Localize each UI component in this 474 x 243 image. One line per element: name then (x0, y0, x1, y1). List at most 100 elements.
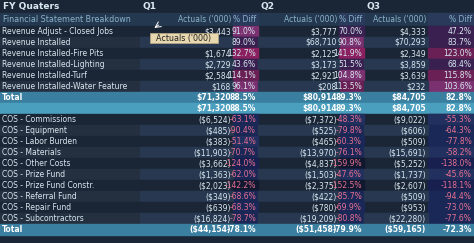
Text: 88.5%: 88.5% (229, 93, 256, 102)
Bar (258, 213, 339, 224)
Bar (428, 213, 474, 224)
Text: ($22,280): ($22,280) (389, 214, 426, 223)
Bar (140, 59, 233, 70)
Bar (258, 125, 339, 136)
Text: ($13,970): ($13,970) (300, 148, 337, 157)
Text: Q3: Q3 (367, 2, 381, 11)
Text: $2,125: $2,125 (310, 49, 337, 58)
Bar (233, 191, 258, 202)
Bar (339, 213, 364, 224)
Text: -60.3%: -60.3% (335, 137, 362, 146)
Text: 141.9%: 141.9% (333, 49, 362, 58)
Text: Revenue Installed-Lighting: Revenue Installed-Lighting (2, 60, 105, 69)
Text: COS - Other Costs: COS - Other Costs (2, 159, 71, 168)
Bar (0, 70, 474, 81)
Text: ($422): ($422) (312, 192, 337, 201)
Text: 83.7%: 83.7% (448, 38, 472, 47)
Text: COS - Subcontractors: COS - Subcontractors (2, 214, 84, 223)
Text: 47.2%: 47.2% (448, 27, 472, 36)
Bar (233, 213, 258, 224)
Text: $208: $208 (318, 82, 337, 91)
Text: -73.0%: -73.0% (445, 203, 472, 212)
Bar (258, 147, 339, 158)
Text: -78.1%: -78.1% (227, 225, 256, 234)
Bar (233, 136, 258, 147)
Text: ($59,165): ($59,165) (385, 225, 426, 234)
Bar (339, 147, 364, 158)
Bar (339, 169, 364, 180)
Text: 103.6%: 103.6% (443, 82, 472, 91)
Text: COS - Commissions: COS - Commissions (2, 115, 76, 124)
Bar (0, 13, 474, 26)
Text: Actuals ('000): Actuals ('000) (178, 15, 231, 24)
Text: -138.0%: -138.0% (440, 159, 472, 168)
Bar (0, 92, 474, 103)
Text: -72.3%: -72.3% (443, 225, 472, 234)
Text: Revenue Installed-Fire Pits: Revenue Installed-Fire Pits (2, 49, 103, 58)
Text: ($9,022): ($9,022) (393, 115, 426, 124)
Text: % Diff: % Diff (339, 15, 362, 24)
Text: Actuals ('000): Actuals ('000) (373, 15, 426, 24)
Bar (233, 48, 258, 59)
Bar (339, 180, 364, 191)
Text: -79.9%: -79.9% (332, 225, 362, 234)
Bar (233, 202, 258, 213)
Bar (233, 125, 258, 136)
Text: ($780): ($780) (311, 203, 337, 212)
Bar (428, 136, 474, 147)
Bar (428, 59, 474, 70)
Text: 90.8%: 90.8% (338, 38, 362, 47)
Text: $80,914: $80,914 (302, 93, 337, 102)
Text: $71,320: $71,320 (196, 104, 231, 113)
Text: ($485): ($485) (206, 126, 231, 135)
Bar (339, 158, 364, 169)
Text: ($5,252): ($5,252) (393, 159, 426, 168)
Bar (428, 180, 474, 191)
Text: $3,443: $3,443 (204, 27, 231, 36)
Bar (258, 81, 339, 92)
Bar (140, 169, 233, 180)
Bar (339, 136, 364, 147)
Text: $2,349: $2,349 (400, 49, 426, 58)
Text: Revenue Adjust - Closed Jobs: Revenue Adjust - Closed Jobs (2, 27, 113, 36)
Text: ($2,607): ($2,607) (393, 181, 426, 190)
Bar (339, 26, 364, 37)
Text: 123.0%: 123.0% (443, 49, 472, 58)
Text: ($16,824): ($16,824) (194, 214, 231, 223)
Bar (0, 136, 474, 147)
Bar (428, 37, 474, 48)
Text: -68.3%: -68.3% (229, 203, 256, 212)
Text: 113.5%: 113.5% (333, 82, 362, 91)
Text: Q1: Q1 (143, 2, 157, 11)
Text: -85.7%: -85.7% (335, 192, 362, 201)
Bar (233, 169, 258, 180)
Bar (0, 114, 474, 125)
Bar (339, 13, 364, 26)
Bar (428, 13, 474, 26)
Text: -78.7%: -78.7% (229, 214, 256, 223)
Text: 114.1%: 114.1% (228, 71, 256, 80)
Text: 51.5%: 51.5% (338, 60, 362, 69)
Text: -63.1%: -63.1% (229, 115, 256, 124)
Text: ($2,023): ($2,023) (199, 181, 231, 190)
Bar (233, 26, 258, 37)
Text: 91.0%: 91.0% (232, 27, 256, 36)
Text: COS - Repair Fund: COS - Repair Fund (2, 203, 71, 212)
Text: Actuals ('000): Actuals ('000) (156, 34, 211, 43)
Text: 96.1%: 96.1% (232, 82, 256, 91)
Bar (339, 37, 364, 48)
Bar (428, 125, 474, 136)
Text: ($639): ($639) (206, 203, 231, 212)
Bar (339, 70, 364, 81)
Text: -69.9%: -69.9% (335, 203, 362, 212)
Bar (428, 48, 474, 59)
Bar (0, 213, 474, 224)
Text: -142.2%: -142.2% (225, 181, 256, 190)
Bar (0, 81, 474, 92)
Text: COS - Materials: COS - Materials (2, 148, 61, 157)
Text: 70.0%: 70.0% (338, 27, 362, 36)
Text: 89.0%: 89.0% (232, 38, 256, 47)
Bar (140, 125, 233, 136)
Bar (0, 169, 474, 180)
Text: ($44,154): ($44,154) (190, 225, 231, 234)
